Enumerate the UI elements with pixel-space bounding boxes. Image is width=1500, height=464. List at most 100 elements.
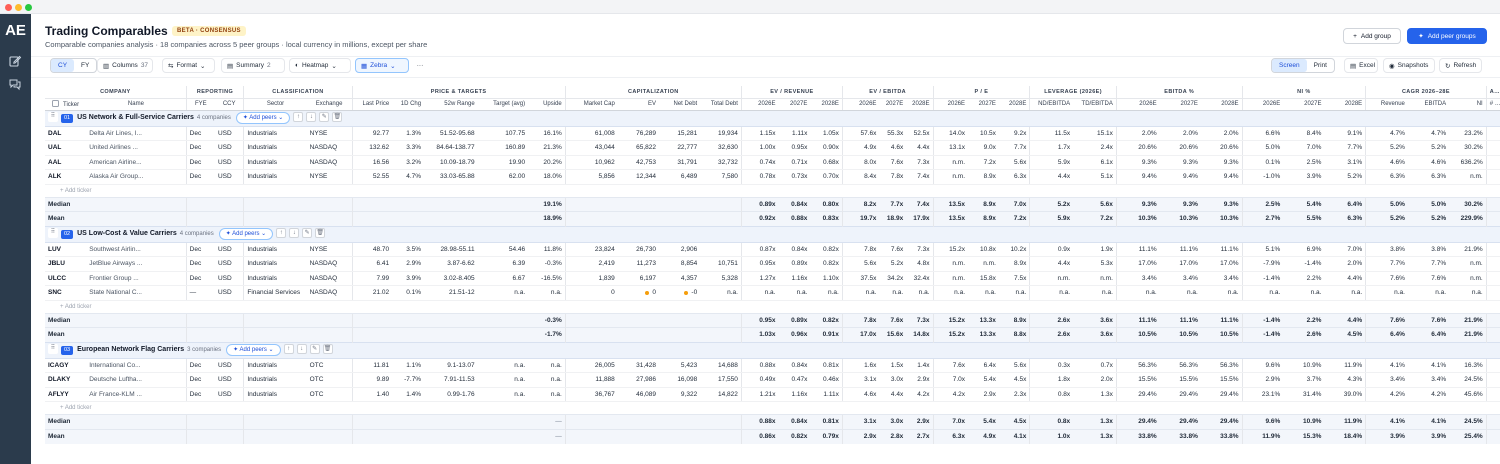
add-peer-groups-button[interactable]: ✦ Add peer groups xyxy=(1407,28,1487,44)
column-header[interactable]: 52w Range xyxy=(424,98,478,111)
move-down-icon[interactable]: ↓ xyxy=(289,228,300,239)
column-header[interactable]: EBITDA xyxy=(1407,98,1450,111)
cy-toggle[interactable]: CY xyxy=(51,59,75,72)
column-header[interactable]: 2026E xyxy=(740,98,779,111)
column-group-3[interactable]: PRICE & TARGETS xyxy=(351,86,566,99)
column-group-2[interactable]: CLASSIFICATION xyxy=(243,86,352,99)
column-header[interactable]: Ticker xyxy=(45,98,87,111)
heatmap-button[interactable]: ◐ Heatmap ⌄ xyxy=(289,58,351,73)
maximize-window-button[interactable] xyxy=(25,3,32,11)
column-group-1[interactable]: REPORTING xyxy=(185,86,244,99)
column-header[interactable]: NI xyxy=(1449,98,1487,111)
table-row[interactable]: JBLU JetBlue Airways ... Dec USD Industrials… xyxy=(45,256,1500,272)
table-row[interactable]: DAL Delta Air Lines, I... Dec USD Industrial… xyxy=(45,126,1500,141)
add-ticker-cell[interactable]: + Add ticker xyxy=(45,300,1500,313)
ticker-cell[interactable]: ICAGY xyxy=(45,358,87,373)
table-row[interactable]: ALK Alaska Air Group... Dec USD Industrials N… xyxy=(45,169,1500,185)
column-group-8[interactable]: LEVERAGE (2026E) xyxy=(1029,86,1117,99)
column-header[interactable]: 2028E xyxy=(906,98,933,111)
select-all-checkbox[interactable] xyxy=(52,100,60,108)
zebra-button[interactable]: ▦ Zebra ⌄ xyxy=(355,58,409,73)
snapshots-button[interactable]: ◉ Snapshots xyxy=(1383,58,1435,73)
ticker-cell[interactable]: ULCC xyxy=(45,271,87,286)
add-peers-button[interactable]: ✦ Add peers ⌄ xyxy=(226,344,281,356)
column-header[interactable]: Market Cap xyxy=(564,98,618,111)
company-name-cell[interactable]: Frontier Group ... xyxy=(86,271,187,286)
ticker-cell[interactable]: UAL xyxy=(45,140,87,156)
column-header[interactable]: 2027E xyxy=(778,98,811,111)
table-row[interactable]: AFLYY Air France-KLM ... Dec USD Industrials… xyxy=(45,387,1500,402)
column-header[interactable]: # Rev xyxy=(1485,98,1500,111)
add-peers-button[interactable]: ✦ Add peers ⌄ xyxy=(218,228,274,240)
edit-icon[interactable] xyxy=(8,54,22,68)
column-header[interactable]: 2027E xyxy=(879,98,907,111)
column-header[interactable]: 2028E xyxy=(998,98,1030,111)
company-name-cell[interactable]: American Airline... xyxy=(86,155,187,170)
column-group-10[interactable]: NI % xyxy=(1241,86,1366,99)
company-name-cell[interactable]: International Co... xyxy=(86,358,187,373)
company-name-cell[interactable]: JetBlue Airways ... xyxy=(86,256,187,272)
column-header[interactable]: 2026E xyxy=(1241,98,1284,111)
column-header[interactable]: 2026E xyxy=(841,98,880,111)
column-header[interactable]: Upside xyxy=(528,98,566,111)
minimize-window-button[interactable] xyxy=(15,3,22,11)
trash-icon[interactable]: 🗑 xyxy=(315,228,326,239)
drag-handle-icon[interactable]: ⠿ xyxy=(48,112,58,123)
close-window-button[interactable] xyxy=(5,3,12,11)
move-down-icon[interactable]: ↓ xyxy=(306,112,317,123)
column-header[interactable]: 2027E xyxy=(968,98,999,111)
screen-toggle[interactable]: Screen xyxy=(1272,59,1307,72)
group-name[interactable]: US Low-Cost & Value Carriers xyxy=(77,230,177,237)
column-group-9[interactable]: EBITDA % xyxy=(1115,86,1243,99)
move-up-icon[interactable]: ↑ xyxy=(283,344,294,355)
column-header[interactable]: 2026E xyxy=(932,98,969,111)
add-ticker-row[interactable]: + Add ticker xyxy=(45,300,1500,313)
column-header[interactable]: TD/EBITDA xyxy=(1073,98,1117,111)
column-group-6[interactable]: EV / EBITDA xyxy=(841,86,933,99)
column-header[interactable]: Revenue xyxy=(1365,98,1408,111)
add-ticker-row[interactable]: + Add ticker xyxy=(45,184,1500,197)
table-row[interactable]: ICAGY International Co... Dec USD Industrial… xyxy=(45,358,1500,373)
ticker-cell[interactable]: AAL xyxy=(45,155,87,170)
columns-button[interactable]: ▥ Columns 37 xyxy=(97,58,153,73)
move-up-icon[interactable]: ↑ xyxy=(293,112,304,123)
table-row[interactable]: UAL United Airlines ... Dec USD Industrials N… xyxy=(45,140,1500,156)
table-row[interactable]: DLAKY Deutsche Luftha... Dec USD Industrials… xyxy=(45,372,1500,388)
more-options-button[interactable]: ··· xyxy=(413,58,427,73)
company-name-cell[interactable]: Air France-KLM ... xyxy=(86,387,187,402)
drag-handle-icon[interactable]: ⠿ xyxy=(48,344,58,355)
column-header[interactable]: Exchange xyxy=(306,98,352,111)
move-down-icon[interactable]: ↓ xyxy=(296,344,307,355)
add-ticker-cell[interactable]: + Add ticker xyxy=(45,402,1500,415)
column-header[interactable]: 1D Chg xyxy=(392,98,425,111)
ticker-cell[interactable]: DLAKY xyxy=(45,372,87,388)
group-name[interactable]: European Network Flag Carriers xyxy=(77,346,185,353)
add-peers-button[interactable]: ✦ Add peers ⌄ xyxy=(235,112,291,124)
table-row[interactable]: ULCC Frontier Group ... Dec USD Industrials N… xyxy=(45,271,1500,286)
column-header[interactable]: CCY xyxy=(214,98,244,111)
column-group-0[interactable]: COMPANY xyxy=(45,86,187,99)
ticker-cell[interactable]: LUV xyxy=(45,242,87,257)
column-header[interactable]: 2028E xyxy=(810,98,843,111)
column-header[interactable]: Net Debt xyxy=(659,98,701,111)
column-header[interactable]: Total Debt xyxy=(700,98,742,111)
move-up-icon[interactable]: ↑ xyxy=(276,228,287,239)
column-header[interactable]: 2027E xyxy=(1159,98,1201,111)
column-header[interactable]: FYE xyxy=(185,98,215,111)
trash-icon[interactable]: 🗑 xyxy=(322,344,333,355)
column-header[interactable]: Name xyxy=(86,98,187,111)
column-header[interactable]: ND/EBITDA xyxy=(1029,98,1074,111)
company-name-cell[interactable]: Southwest Airlin... xyxy=(86,242,187,257)
format-button[interactable]: ⇆ Format ⌄ xyxy=(162,58,215,73)
column-group-12[interactable]: ANAL xyxy=(1485,86,1500,99)
ticker-cell[interactable]: SNC xyxy=(45,285,87,301)
edit-icon[interactable]: ✎ xyxy=(319,112,330,123)
column-header[interactable]: 2028E xyxy=(1200,98,1243,111)
column-header[interactable]: EV xyxy=(617,98,659,111)
company-name-cell[interactable]: Delta Air Lines, I... xyxy=(86,126,187,141)
fy-toggle[interactable]: FY xyxy=(81,62,90,69)
column-header[interactable]: Target (avg) xyxy=(477,98,529,111)
summary-button[interactable]: ▤ Summary 2 xyxy=(221,58,285,73)
column-header[interactable]: 2026E xyxy=(1115,98,1160,111)
column-group-11[interactable]: CAGR 2026–28E xyxy=(1365,86,1487,99)
